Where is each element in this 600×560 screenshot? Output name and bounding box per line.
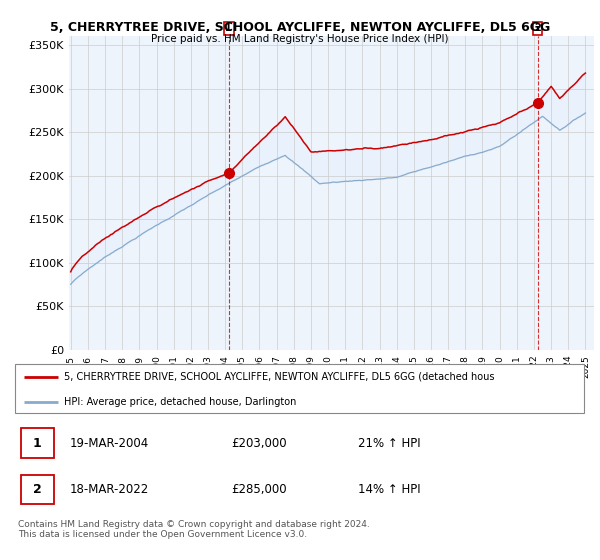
FancyBboxPatch shape <box>20 428 54 458</box>
Text: Contains HM Land Registry data © Crown copyright and database right 2024.
This d: Contains HM Land Registry data © Crown c… <box>18 520 370 539</box>
Text: 18-MAR-2022: 18-MAR-2022 <box>70 483 149 496</box>
Text: £285,000: £285,000 <box>231 483 287 496</box>
Text: 2: 2 <box>534 24 541 33</box>
Text: £203,000: £203,000 <box>231 437 287 450</box>
Text: 19-MAR-2004: 19-MAR-2004 <box>70 437 149 450</box>
Text: Price paid vs. HM Land Registry's House Price Index (HPI): Price paid vs. HM Land Registry's House … <box>151 34 449 44</box>
Text: 21% ↑ HPI: 21% ↑ HPI <box>358 437 420 450</box>
Text: HPI: Average price, detached house, Darlington: HPI: Average price, detached house, Darl… <box>64 397 296 407</box>
Text: 2: 2 <box>33 483 42 496</box>
Text: 5, CHERRYTREE DRIVE, SCHOOL AYCLIFFE, NEWTON AYCLIFFE, DL5 6GG (detached hous: 5, CHERRYTREE DRIVE, SCHOOL AYCLIFFE, NE… <box>64 372 494 382</box>
Text: 1: 1 <box>33 437 42 450</box>
Text: 5, CHERRYTREE DRIVE, SCHOOL AYCLIFFE, NEWTON AYCLIFFE, DL5 6GG: 5, CHERRYTREE DRIVE, SCHOOL AYCLIFFE, NE… <box>50 21 550 34</box>
Text: 14% ↑ HPI: 14% ↑ HPI <box>358 483 420 496</box>
FancyBboxPatch shape <box>20 474 54 504</box>
FancyBboxPatch shape <box>15 365 584 413</box>
Text: 1: 1 <box>226 24 232 33</box>
